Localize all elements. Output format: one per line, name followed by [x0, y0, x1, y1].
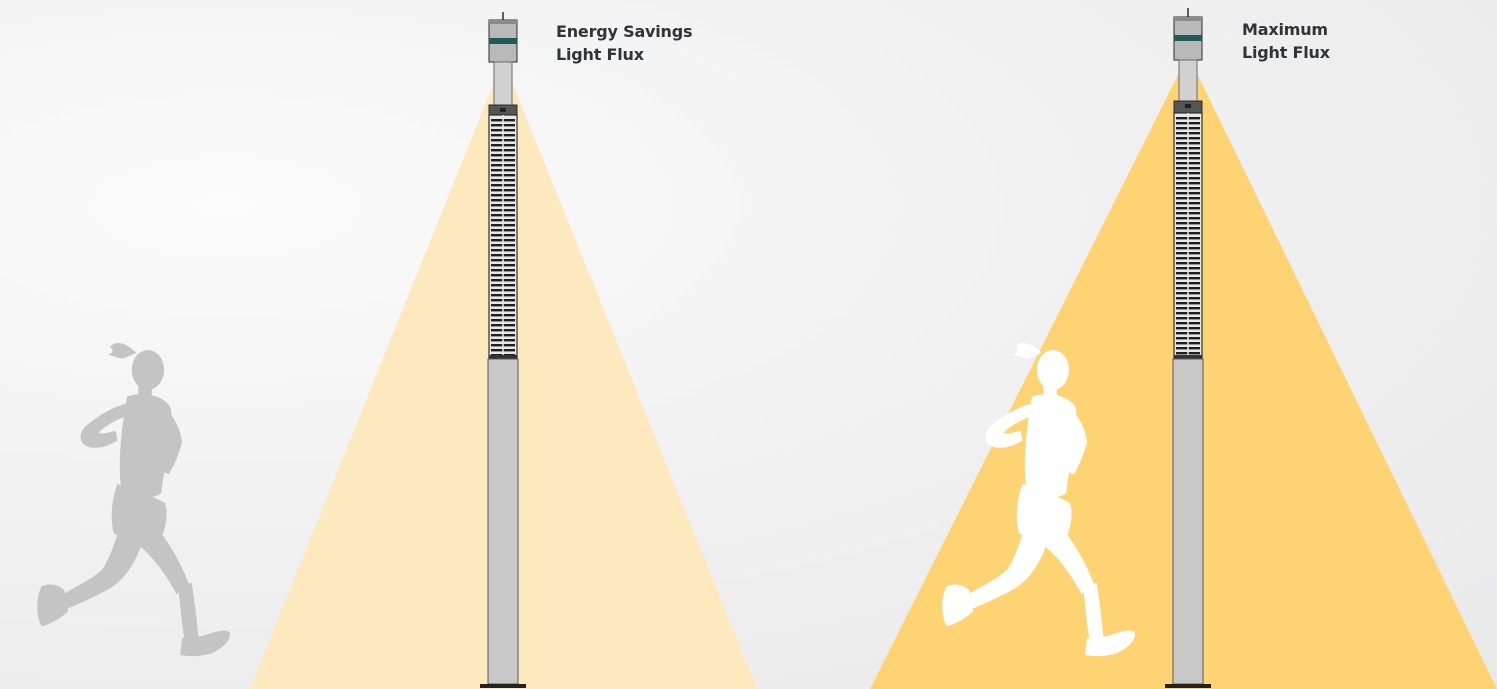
lamp-cap-top-energy-savings — [489, 20, 517, 24]
accent-band-maximum — [1174, 35, 1202, 41]
lamp-stem-maximum — [1178, 59, 1198, 105]
energy-savings-label: Energy Savings Light Flux — [556, 20, 693, 66]
pole-maximum — [1172, 358, 1204, 685]
lamp-bottom-ring-maximum — [1174, 355, 1202, 359]
runner-shape-energy-savings — [37, 343, 230, 657]
junction-dot-energy-savings — [500, 108, 506, 112]
junction-dot-maximum — [1185, 104, 1191, 108]
maximum-flux-label-line2: Light Flux — [1242, 43, 1330, 62]
pole-base-maximum — [1165, 684, 1211, 688]
maximum-flux-label: Maximum Light Flux — [1242, 18, 1330, 64]
pole-base-energy-savings — [480, 684, 526, 688]
lamp-cap-top-maximum — [1174, 17, 1202, 21]
maximum-flux-label-line1: Maximum — [1242, 20, 1328, 39]
runner-silhouette-energy-savings — [37, 343, 230, 657]
energy-savings-label-line2: Light Flux — [556, 45, 644, 64]
pole-energy-savings — [487, 358, 519, 685]
energy-savings-label-line1: Energy Savings — [556, 22, 693, 41]
accent-band-energy-savings — [489, 38, 517, 44]
lamp-bottom-ring-energy-savings — [489, 355, 517, 359]
lamp-stem-energy-savings — [493, 61, 513, 109]
